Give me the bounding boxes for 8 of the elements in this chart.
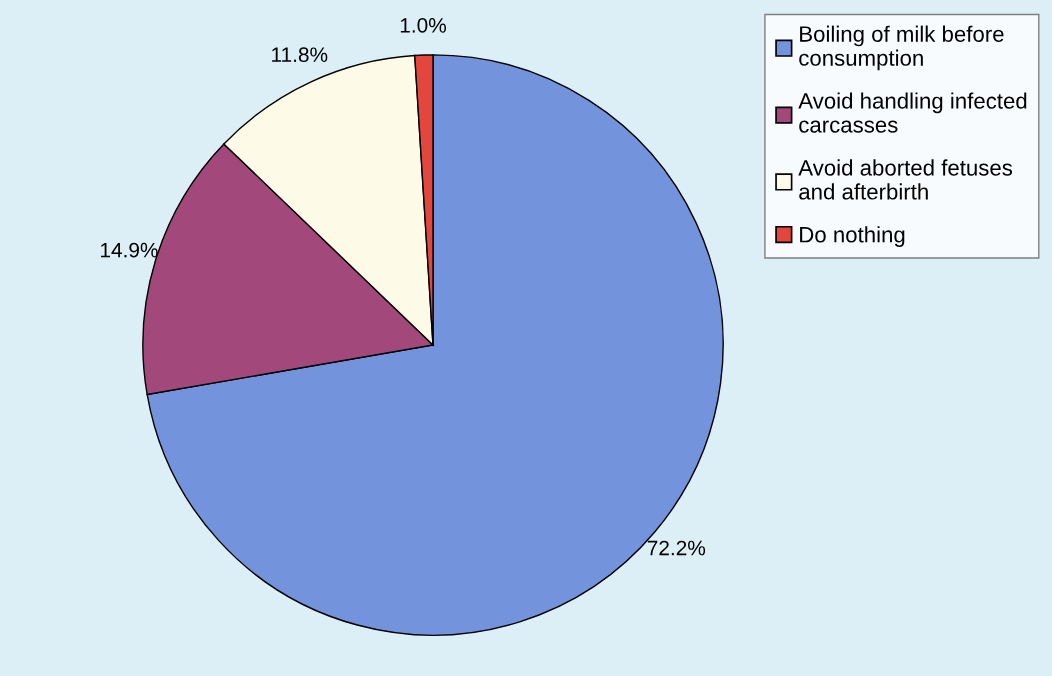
data-label: 14.9% — [100, 242, 158, 258]
legend-label: Boiling of milk before consumption — [799, 25, 1004, 71]
legend-label: Avoid aborted fetuses and afterbirth — [798, 159, 1013, 200]
data-label: 1.0% — [400, 18, 446, 33]
legend-label: Avoid handling infected carcasses — [798, 92, 1027, 133]
legend-label: Do nothing — [800, 226, 905, 247]
data-label: 11.8% — [272, 47, 328, 63]
data-label: 72.2% — [647, 540, 706, 556]
